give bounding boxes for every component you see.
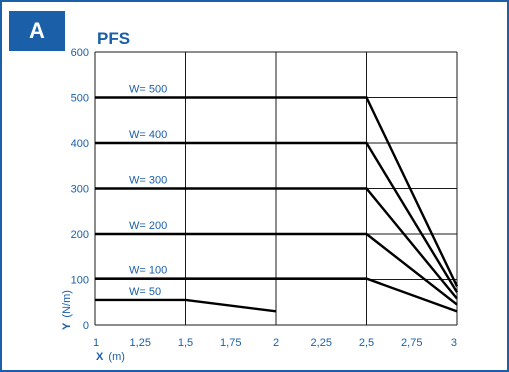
- y-tick-label: 200: [71, 229, 89, 241]
- series-label: W= 300: [129, 175, 167, 187]
- series-label: W= 200: [129, 220, 167, 232]
- y-axis-label: Y (N/m): [61, 290, 73, 330]
- series-label: W= 100: [129, 265, 167, 277]
- series-line: [95, 187, 458, 300]
- x-tick-label: 1,5: [178, 337, 193, 349]
- x-tick-label: 3: [451, 337, 457, 349]
- x-axis-symbol: X: [96, 351, 104, 363]
- x-axis-unit: (m): [108, 351, 125, 363]
- series-label: W= 500: [129, 84, 167, 96]
- y-tick-label: 400: [71, 138, 89, 150]
- y-tick-label: 0: [83, 320, 89, 332]
- series-label-layer: W= 500 W= 400 W= 300 W= 200 W= 100 W= 50: [129, 84, 167, 298]
- x-tick-label: 1: [93, 337, 99, 349]
- chart-title: PFS: [97, 29, 130, 48]
- panel-letter-badge: A: [9, 11, 65, 51]
- x-tick-label: 1,75: [220, 337, 241, 349]
- x-tick-label: 1,25: [130, 337, 151, 349]
- series-layer: [95, 96, 459, 313]
- series-label: W= 50: [129, 286, 161, 298]
- y-tick-label: 600: [71, 47, 89, 59]
- series-line: [95, 277, 458, 313]
- x-tick-label: 2: [273, 337, 279, 349]
- series-line: [95, 232, 458, 306]
- x-tick-layer: 1 1,25 1,5 1,75 2 2,25 2,5 2,75 3: [93, 337, 457, 349]
- y-tick-label: 500: [71, 93, 89, 105]
- x-tick-label: 2,75: [401, 337, 422, 349]
- series-line: [95, 298, 277, 313]
- series-line: [95, 96, 459, 287]
- y-tick-label: 300: [71, 184, 89, 196]
- y-axis-unit: (N/m): [61, 290, 73, 318]
- y-tick-layer: 0 100 200 300 400 500 600: [71, 47, 89, 332]
- series-line: [95, 141, 459, 293]
- y-tick-label: 100: [71, 275, 89, 287]
- y-axis-symbol: Y: [61, 322, 73, 330]
- x-tick-label: 2,5: [359, 337, 374, 349]
- x-tick-label: 2,25: [311, 337, 332, 349]
- series-label: W= 400: [129, 129, 167, 141]
- x-axis-label: X (m): [96, 351, 125, 363]
